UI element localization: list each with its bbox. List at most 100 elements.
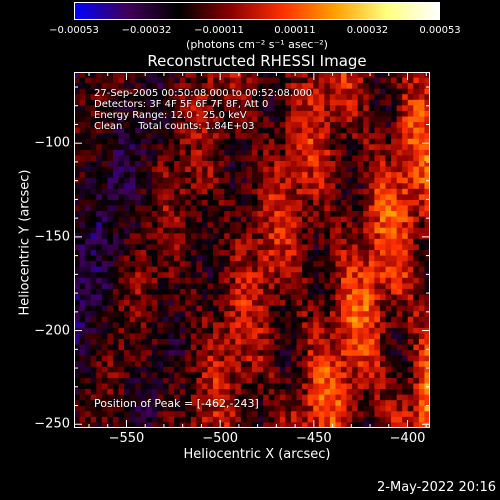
heatmap-cell: [112, 400, 120, 407]
heatmap-cell: [407, 133, 414, 140]
heatmap-cell: [240, 339, 248, 346]
heatmap-cell: [207, 83, 214, 90]
heatmap-cell: [224, 350, 231, 357]
heatmap-cell: [335, 383, 342, 390]
heatmap-cell: [290, 350, 298, 357]
heatmap-cell: [285, 288, 292, 296]
heatmap-cell: [246, 194, 253, 201]
heatmap-cell: [240, 166, 248, 173]
heatmap-cell: [207, 416, 214, 424]
heatmap-cell: [335, 222, 342, 229]
heatmap-cell: [79, 394, 86, 401]
heatmap-cell: [246, 94, 253, 101]
heatmap-cell: [368, 300, 375, 307]
heatmap-cell: [290, 272, 298, 279]
heatmap-cell: [151, 99, 159, 106]
heatmap-cell: [74, 133, 81, 140]
heatmap-cell: [313, 144, 320, 151]
heatmap-cell: [329, 311, 337, 318]
heatmap-cell: [168, 355, 175, 362]
heatmap-cell: [146, 177, 153, 184]
heatmap-cell: [207, 127, 214, 134]
heatmap-cell: [418, 344, 426, 351]
heatmap-cell: [224, 99, 231, 106]
heatmap-cell: [107, 372, 114, 379]
heatmap-cell: [218, 394, 225, 401]
heatmap-cell: [168, 294, 175, 301]
heatmap-cell: [185, 394, 192, 401]
heatmap-cell: [274, 238, 281, 246]
heatmap-cell: [201, 216, 209, 223]
heatmap-cell: [246, 311, 253, 318]
heatmap-cell: [263, 105, 270, 112]
heatmap-cell: [257, 394, 264, 401]
heatmap-cell: [129, 222, 136, 229]
heatmap-cell: [418, 222, 426, 229]
heatmap-cell: [263, 355, 270, 362]
heatmap-cell: [396, 350, 403, 357]
heatmap-cell: [85, 155, 92, 162]
heatmap-cell: [285, 77, 292, 84]
heatmap-cell: [363, 255, 370, 262]
heatmap-cell: [196, 199, 203, 207]
heatmap-cell: [163, 372, 170, 379]
heatmap-cell: [257, 127, 264, 134]
heatmap-cell: [218, 422, 225, 428]
heatmap-cell: [118, 177, 125, 184]
heatmap-cell: [329, 350, 337, 357]
heatmap-cell: [157, 199, 164, 207]
heatmap-cell: [329, 138, 337, 145]
heatmap-cell: [190, 255, 197, 262]
heatmap-cell: [424, 72, 430, 79]
heatmap-cell: [96, 272, 103, 279]
heatmap-cell: [140, 255, 147, 262]
heatmap-cell: [402, 149, 409, 157]
colorbar-tick-label: −0.00053: [49, 25, 99, 36]
heatmap-cell: [335, 211, 342, 218]
heatmap-cell: [363, 361, 370, 368]
heatmap-cell: [424, 316, 430, 323]
heatmap-cell: [391, 294, 398, 301]
heatmap-cell: [324, 339, 331, 346]
heatmap-cell: [341, 88, 348, 95]
heatmap-cell: [379, 183, 387, 190]
heatmap-cell: [224, 138, 231, 145]
heatmap-cell: [157, 122, 164, 129]
heatmap-cell: [385, 244, 392, 251]
heatmap-cell: [163, 383, 170, 390]
heatmap-cell: [140, 233, 147, 240]
heatmap-cell: [135, 355, 142, 362]
heatmap-cell: [352, 305, 359, 312]
heatmap-cell: [240, 350, 248, 357]
heatmap-cell: [329, 216, 337, 223]
heatmap-cell: [313, 99, 320, 106]
heatmap-cell: [274, 366, 281, 373]
heatmap-cell: [179, 110, 186, 118]
heatmap-cell: [218, 72, 225, 79]
heatmap-cell: [396, 261, 403, 268]
heatmap-cell: [79, 366, 86, 373]
heatmap-cell: [307, 127, 314, 134]
heatmap-cell: [324, 277, 331, 284]
heatmap-cell: [179, 99, 186, 106]
heatmap-cell: [424, 105, 430, 112]
heatmap-cell: [196, 416, 203, 424]
heatmap-cell: [396, 322, 403, 329]
heatmap-cell: [335, 339, 342, 346]
heatmap-cell: [218, 183, 225, 190]
heatmap-cell: [418, 383, 426, 390]
heatmap-cell: [240, 155, 248, 162]
heatmap-cell: [341, 422, 348, 428]
heatmap-cell: [357, 72, 364, 79]
heatmap-cell: [224, 122, 231, 129]
heatmap-cell: [391, 155, 398, 162]
heatmap-cell: [74, 72, 81, 79]
heatmap-cell: [101, 366, 108, 373]
heatmap-cell: [329, 366, 337, 373]
heatmap-cell: [418, 377, 426, 385]
heatmap-cell: [112, 122, 120, 129]
heatmap-cell: [290, 255, 298, 262]
heatmap-cell: [207, 333, 214, 340]
heatmap-cell: [363, 333, 370, 340]
heatmap-cell: [163, 400, 170, 407]
